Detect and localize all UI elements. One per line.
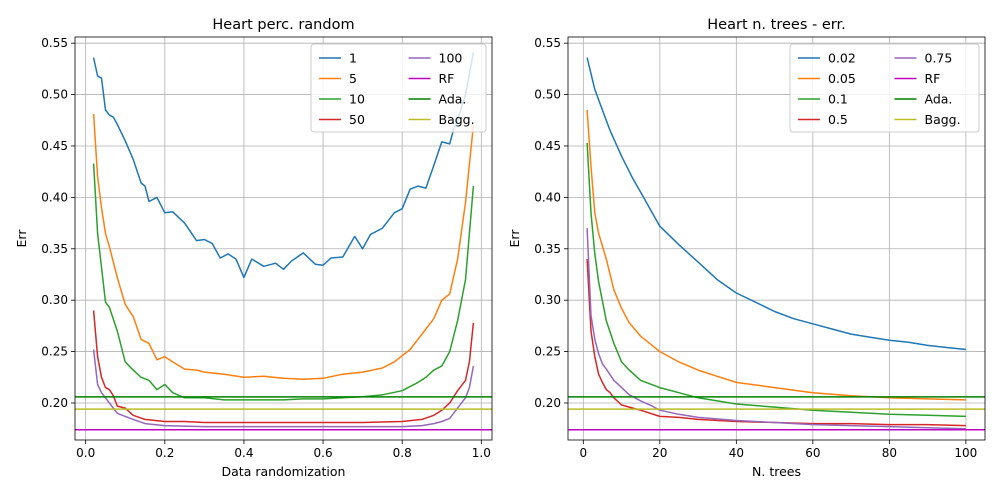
legend-label: 1 <box>349 51 357 66</box>
series-line-0_05 <box>586 109 966 401</box>
y-tick-label: 0.45 <box>41 139 68 153</box>
legend: 1 5 10 50 100 RF Ada. Bagg. <box>310 43 487 133</box>
x-tick-label: 0.4 <box>234 446 253 460</box>
legend-label: RF <box>439 71 455 86</box>
y-tick-label: 0.40 <box>534 190 561 204</box>
series-line-0_5 <box>586 259 966 427</box>
x-tick-label: 0.2 <box>155 446 174 460</box>
legend-label: 0.75 <box>925 51 953 66</box>
legend-box <box>789 43 980 133</box>
x-tick-label: 1.0 <box>472 446 491 460</box>
x-tick-label: 0 <box>579 446 587 460</box>
legend-label: 0.02 <box>828 51 856 66</box>
y-tick-label: 0.35 <box>534 242 561 256</box>
x-tick-label: 60 <box>805 446 820 460</box>
y-tick-label: 0.25 <box>534 345 561 359</box>
x-tick-label: 80 <box>882 446 897 460</box>
legend-label: Ada. <box>925 92 953 107</box>
legend-label: 0.5 <box>828 112 848 127</box>
y-tick-label: 0.50 <box>41 88 68 102</box>
x-tick-label: 20 <box>652 446 667 460</box>
y-axis-label: Err <box>14 229 29 248</box>
y-tick-label: 0.55 <box>534 36 561 50</box>
y-tick-label: 0.40 <box>41 190 68 204</box>
chart-panel-left: 0.0 0.2 0.4 0.6 0.8 1.0 0.20 0.25 0.30 0.35 0.40 0.… <box>14 17 493 479</box>
y-tick-label: 0.20 <box>41 396 68 410</box>
y-tick-label: 0.30 <box>41 293 68 307</box>
axes-frame <box>74 36 493 441</box>
legend-label: 5 <box>349 71 357 86</box>
legend-label: 10 <box>349 92 365 107</box>
chart-title: Heart perc. random <box>212 17 354 33</box>
y-tick-label: 0.30 <box>534 293 561 307</box>
legend-label: 100 <box>439 51 463 66</box>
chart-title: Heart n. trees - err. <box>707 17 845 33</box>
legend-label: 0.1 <box>828 92 848 107</box>
legend-label: 0.05 <box>828 71 856 86</box>
series-line-5 <box>92 114 475 381</box>
y-tick-label: 0.55 <box>41 36 68 50</box>
y-tick-label: 0.20 <box>534 396 561 410</box>
legend-label: Ada. <box>439 92 467 107</box>
series-line-0_1 <box>586 142 966 418</box>
y-tick-label: 0.25 <box>41 345 68 359</box>
x-tick-label: 0.0 <box>76 446 95 460</box>
series-line-0_02 <box>586 57 966 351</box>
x-tick-label: 100 <box>954 446 977 460</box>
legend-label: Bagg. <box>439 112 475 127</box>
legend: 0.02 0.05 0.1 0.5 0.75 RF Ada. Bagg. <box>789 43 980 133</box>
x-axis-label: N. trees <box>752 464 801 479</box>
series-line-50 <box>92 310 475 424</box>
legend-box <box>310 43 487 133</box>
series-line-10 <box>92 163 475 401</box>
y-tick-label: 0.45 <box>534 139 561 153</box>
series-group <box>75 52 492 431</box>
y-tick-label: 0.35 <box>41 242 68 256</box>
series-line-100 <box>92 349 475 428</box>
axes-frame <box>567 36 986 441</box>
series-line-0_75 <box>586 228 966 430</box>
y-tick-label: 0.50 <box>534 88 561 102</box>
series-line-1 <box>92 52 475 279</box>
chart-panel-right: 0 20 40 60 80 1000.200.250.300.350.400.450.50… <box>507 17 986 479</box>
x-tick-label: 0.6 <box>314 446 333 460</box>
series-group <box>568 57 985 431</box>
x-axis-label: Data randomization <box>222 464 346 479</box>
x-tick-label: 0.8 <box>393 446 412 460</box>
y-axis-label: Err <box>507 229 522 248</box>
legend-label: Bagg. <box>925 112 961 127</box>
legend-label: RF <box>925 71 941 86</box>
x-tick-label: 40 <box>729 446 744 460</box>
legend-label: 50 <box>349 112 365 127</box>
